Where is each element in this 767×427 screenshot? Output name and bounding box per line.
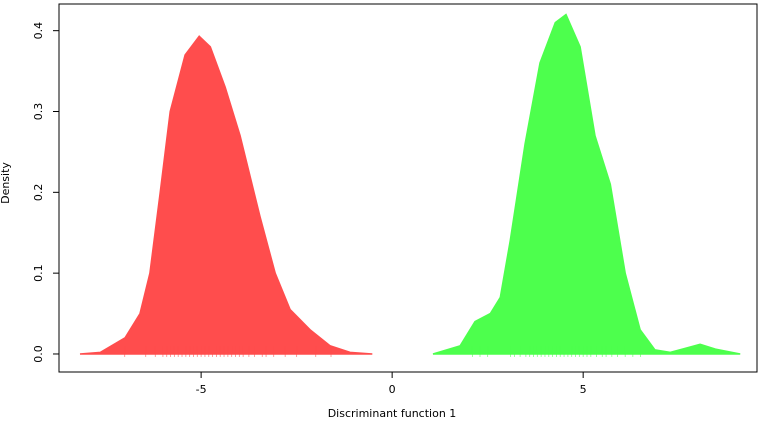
density-area — [79, 35, 373, 355]
y-tick-label: 0.2 — [32, 184, 45, 202]
density-area — [432, 13, 741, 355]
y-axis-label: Density — [0, 162, 12, 204]
y-tick-label: 0.1 — [32, 264, 45, 282]
y-tick-label: 0.0 — [32, 345, 45, 363]
x-tick-label: 0 — [389, 383, 396, 396]
x-tick-label: 5 — [580, 383, 587, 396]
plot-box — [58, 3, 758, 373]
x-axis-label: Discriminant function 1 — [328, 407, 457, 420]
y-tick-label: 0.4 — [32, 22, 45, 40]
x-tick-label: -5 — [196, 383, 207, 396]
y-tick-label: 0.3 — [32, 103, 45, 121]
